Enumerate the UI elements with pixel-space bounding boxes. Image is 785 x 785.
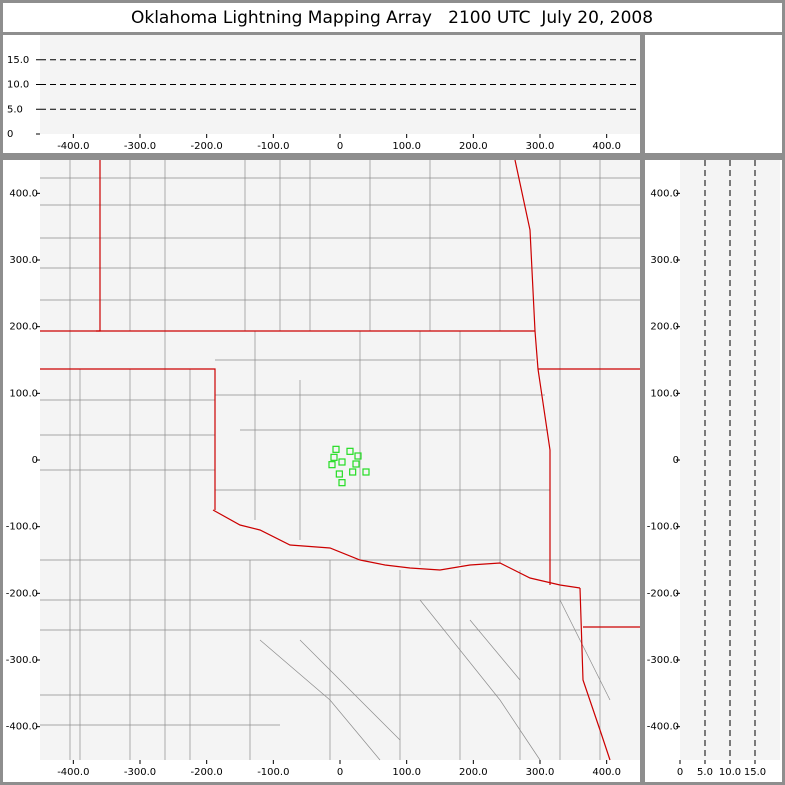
y-tick-label: 10.0	[7, 80, 29, 91]
y-tick-label: 300.0	[650, 255, 679, 266]
x-tick-label: 5.0	[697, 767, 713, 778]
x-tick-label: 15.0	[744, 767, 766, 778]
title-bar	[3, 3, 782, 32]
x-tick-label: -300.0	[124, 767, 156, 778]
chart-title: Oklahoma Lightning Mapping Array 2100 UT…	[131, 8, 653, 28]
source-point	[362, 468, 370, 476]
y-tick-label: 5.0	[7, 104, 23, 115]
y-tick-label: 15.0	[7, 55, 29, 66]
source-point	[349, 468, 357, 476]
y-tick-label: 200.0	[9, 322, 38, 333]
histogram-panel	[645, 35, 782, 153]
y-tick-label: -400.0	[6, 722, 38, 733]
y-tick-label: -200.0	[647, 588, 679, 599]
source-point	[354, 452, 362, 460]
source-point	[335, 470, 343, 478]
source-point	[328, 461, 336, 469]
y-tick-label: -200.0	[6, 588, 38, 599]
x-tick-label: 100.0	[392, 141, 421, 152]
x-tick-label: 200.0	[459, 767, 488, 778]
y-tick-label: 300.0	[9, 255, 38, 266]
x-tick-label: 0	[677, 767, 683, 778]
source-point	[346, 447, 354, 455]
x-tick-label: -400.0	[57, 141, 89, 152]
y-tick-label: 400.0	[9, 188, 38, 199]
y-tick-label: -400.0	[647, 722, 679, 733]
source-point	[338, 458, 346, 466]
x-tick-label: -400.0	[57, 767, 89, 778]
y-tick-label: 0	[673, 455, 679, 466]
source-point	[332, 445, 340, 453]
x-tick-label: -200.0	[191, 767, 223, 778]
y-tick-label: -100.0	[6, 522, 38, 533]
y-tick-label: 0	[7, 129, 13, 140]
y-tick-label: 100.0	[9, 388, 38, 399]
y-tick-label: 400.0	[650, 188, 679, 199]
x-tick-label: 300.0	[526, 767, 555, 778]
x-tick-label: -100.0	[257, 767, 289, 778]
source-point	[338, 479, 346, 487]
x-tick-label: 400.0	[592, 767, 621, 778]
x-tick-label: 0	[337, 767, 343, 778]
x-tick-label: -300.0	[124, 141, 156, 152]
x-tick-label: 10.0	[719, 767, 741, 778]
y-tick-label: 0	[32, 455, 38, 466]
y-tick-label: 100.0	[650, 388, 679, 399]
source-point	[330, 453, 338, 461]
x-tick-label: -200.0	[191, 141, 223, 152]
y-tick-label: -100.0	[647, 522, 679, 533]
y-tick-label: -300.0	[647, 655, 679, 666]
x-tick-label: 400.0	[592, 141, 621, 152]
y-tick-label: 200.0	[650, 322, 679, 333]
x-tick-label: -100.0	[257, 141, 289, 152]
x-tick-label: 200.0	[459, 141, 488, 152]
source-point	[352, 460, 360, 468]
x-tick-label: 0	[337, 141, 343, 152]
map-background	[40, 159, 640, 761]
plan-view-plot	[40, 160, 640, 760]
y-tick-label: -300.0	[6, 655, 38, 666]
x-tick-label: 300.0	[526, 141, 555, 152]
x-tick-label: 100.0	[392, 767, 421, 778]
